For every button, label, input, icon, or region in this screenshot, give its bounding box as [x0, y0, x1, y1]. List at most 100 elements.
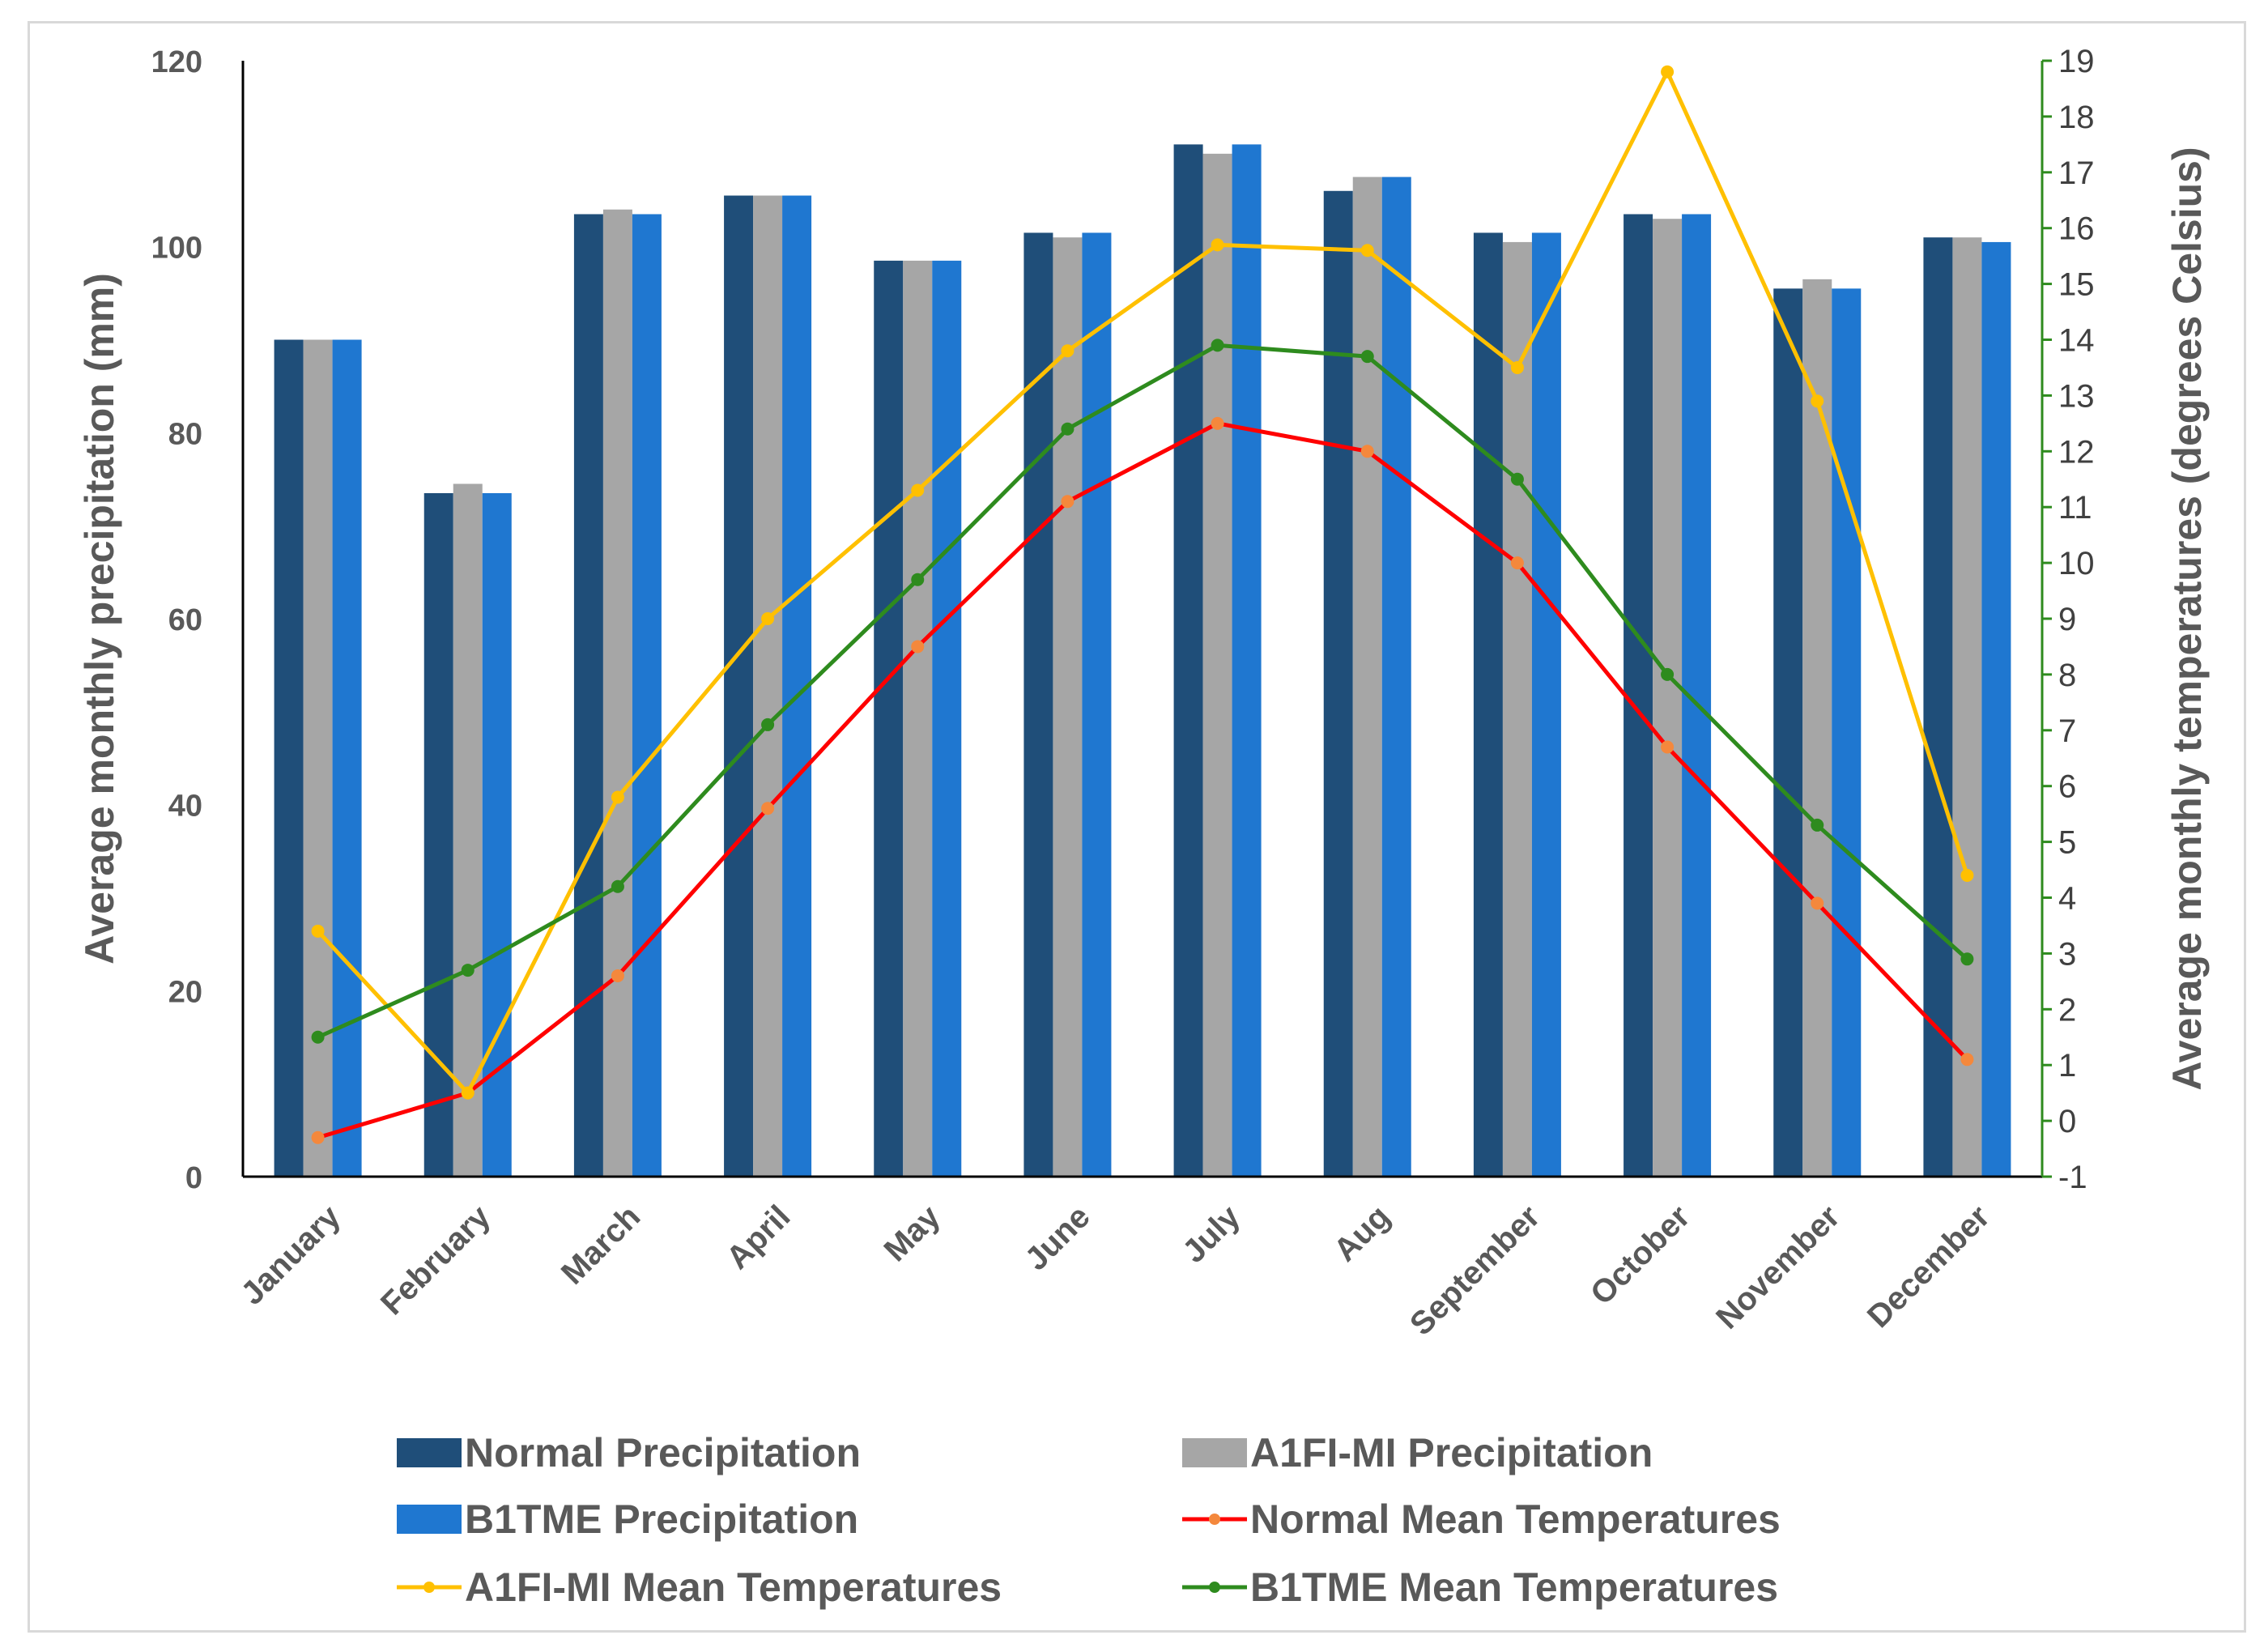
line-point-1-4 — [911, 483, 925, 497]
x-category-label: September — [1403, 1199, 1547, 1342]
bar-2-11 — [1981, 241, 2011, 1177]
bar-0-9 — [1624, 214, 1653, 1177]
bar-1-5 — [1053, 237, 1083, 1177]
bar-2-5 — [1082, 232, 1112, 1177]
y2-tick-label: 0 — [2058, 1104, 2076, 1139]
y2-tick-label: 10 — [2058, 546, 2095, 581]
bar-1-1 — [453, 483, 483, 1177]
line-point-2-9 — [1661, 667, 1675, 681]
line-point-1-2 — [611, 790, 624, 804]
y-tick-label: 40 — [168, 790, 202, 824]
y2-tick-label: 7 — [2058, 713, 2076, 749]
line-point-1-0 — [311, 924, 325, 938]
bars-layer — [274, 144, 2011, 1177]
line-point-0-11 — [1960, 1053, 1974, 1067]
line-point-2-11 — [1960, 952, 1974, 966]
bar-2-6 — [1232, 144, 1262, 1177]
chart-frame — [28, 21, 2246, 1633]
line-series-1 — [316, 70, 1969, 1096]
legend: Normal Precipitation A1FI-MI Precipitatio… — [397, 1430, 1781, 1610]
bar-1-11 — [1952, 237, 1982, 1177]
x-category-label: July — [1176, 1199, 1247, 1270]
bar-2-8 — [1531, 232, 1561, 1177]
line-point-2-8 — [1510, 472, 1524, 486]
y2-tick-label: 18 — [2058, 100, 2095, 135]
line-point-2-3 — [761, 717, 775, 731]
legend-swatch-bar-2 — [397, 1505, 462, 1534]
legend-label-bar-1: A1FI-MI Precipitation — [1250, 1430, 1653, 1475]
y2-tick-label: 4 — [2058, 881, 2076, 917]
axes-layer — [241, 61, 2044, 1178]
line-series-2 — [317, 343, 1969, 1040]
y-tick-label: 80 — [168, 417, 202, 451]
bar-2-10 — [1832, 288, 1862, 1177]
legend-label-line-1: A1FI-MI Mean Temperatures — [465, 1565, 1002, 1610]
bar-1-3 — [753, 195, 783, 1177]
line-point-0-0 — [311, 1130, 325, 1144]
line-point-2-0 — [311, 1030, 325, 1044]
legend-swatch-bar-0 — [397, 1438, 462, 1467]
line-series-0 — [317, 421, 1969, 1140]
bar-0-11 — [1923, 237, 1953, 1177]
bar-0-10 — [1773, 288, 1803, 1177]
line-point-1-11 — [1960, 868, 1974, 882]
line-point-2-5 — [1061, 422, 1075, 436]
line-point-1-5 — [1061, 344, 1075, 358]
line-point-1-7 — [1360, 244, 1374, 258]
line-point-2-4 — [911, 573, 925, 586]
y2-tick-label: 11 — [2058, 490, 2092, 526]
bar-1-2 — [602, 209, 632, 1177]
y-ticks: 0 20 40 60 80 100 120 — [151, 45, 202, 1195]
line-point-0-9 — [1661, 740, 1675, 754]
x-category-label: January — [234, 1199, 347, 1312]
x-category-label: October — [1584, 1199, 1697, 1312]
line-point-0-10 — [1811, 896, 1824, 910]
bar-1-8 — [1502, 241, 1532, 1177]
legend-marker-line-2 — [1209, 1582, 1220, 1593]
y2-tick-label: 17 — [2058, 155, 2095, 191]
y2-tick-label: 19 — [2058, 44, 2095, 79]
bar-0-7 — [1323, 190, 1353, 1177]
x-category-label: May — [877, 1199, 947, 1269]
line-point-2-6 — [1211, 338, 1224, 352]
bar-0-2 — [573, 214, 603, 1177]
line-point-2-1 — [461, 964, 475, 977]
line-point-0-4 — [911, 640, 925, 654]
y-axis-title: Average monthly precipitation (mm) — [77, 273, 122, 964]
y-tick-label: 100 — [151, 232, 202, 266]
x-category-label: February — [374, 1199, 498, 1322]
y2-tick-label: 5 — [2058, 825, 2076, 861]
y2-tick-label: 12 — [2058, 434, 2095, 470]
y2-tick-label: 9 — [2058, 602, 2076, 637]
bar-0-8 — [1473, 232, 1503, 1177]
y-tick-label: 120 — [151, 45, 202, 79]
bar-2-4 — [932, 260, 962, 1177]
line-point-2-10 — [1811, 818, 1824, 832]
legend-label-line-2: B1TME Mean Temperatures — [1250, 1565, 1778, 1610]
line-point-0-8 — [1510, 556, 1524, 570]
x-category-label: November — [1709, 1199, 1846, 1335]
line-point-1-3 — [761, 612, 775, 625]
y2-tick-label: 14 — [2058, 323, 2095, 359]
line-point-0-7 — [1360, 445, 1374, 458]
legend-marker-line-0 — [1209, 1514, 1220, 1525]
bar-2-1 — [482, 492, 512, 1177]
x-categories: January February March April May June July Aug S… — [234, 1199, 1996, 1343]
bar-0-3 — [724, 195, 754, 1177]
line-point-1-6 — [1211, 238, 1224, 252]
y2-tick-label: 2 — [2058, 992, 2076, 1028]
x-category-label: June — [1019, 1199, 1097, 1277]
lines-layer — [311, 65, 1974, 1144]
bar-0-0 — [274, 339, 304, 1177]
line-point-1-9 — [1661, 65, 1675, 79]
y2-tick-label: 16 — [2058, 211, 2095, 247]
bar-1-9 — [1653, 219, 1683, 1177]
y2-tick-label: 13 — [2058, 378, 2095, 414]
line-point-0-2 — [611, 969, 624, 982]
bar-1-7 — [1352, 177, 1382, 1177]
bar-0-4 — [874, 260, 904, 1177]
line-point-2-7 — [1360, 350, 1374, 364]
bar-0-6 — [1173, 144, 1203, 1177]
